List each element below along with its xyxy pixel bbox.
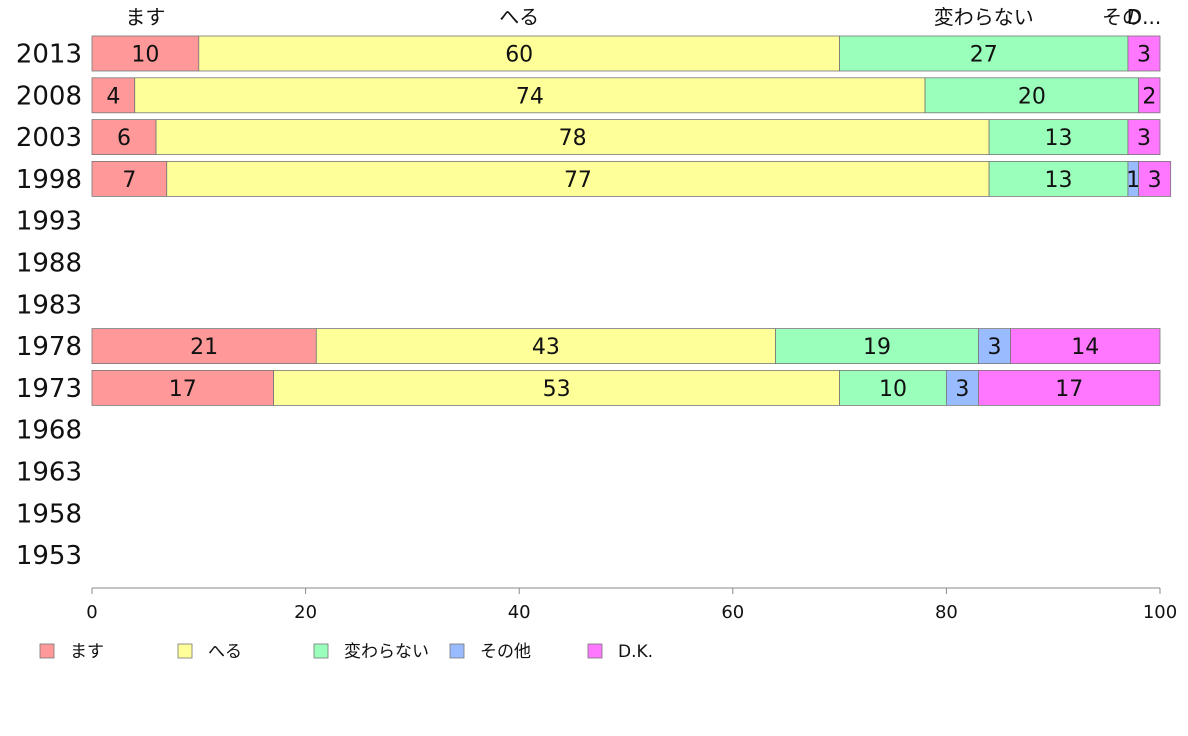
data-label: 4 bbox=[106, 84, 120, 109]
y-category-label: 1983 bbox=[16, 290, 82, 320]
bar-segment bbox=[988, 160, 1129, 197]
bar-segment bbox=[978, 328, 1011, 365]
bar-segment bbox=[91, 119, 157, 155]
x-tick-label: 20 bbox=[294, 602, 317, 623]
data-label: 3 bbox=[955, 377, 969, 402]
data-label: 13 bbox=[1045, 168, 1073, 193]
legend-entry: D.K. bbox=[618, 642, 653, 662]
bar-segment bbox=[198, 35, 840, 72]
top-series-label: その bbox=[1102, 5, 1142, 29]
y-category-label: 2003 bbox=[16, 123, 82, 153]
bar-segment bbox=[924, 77, 1140, 114]
bar-segment bbox=[273, 369, 840, 406]
bar-segment bbox=[1138, 77, 1161, 114]
y-category-label: 1993 bbox=[16, 207, 82, 237]
data-label: 10 bbox=[131, 43, 159, 68]
bar-segment bbox=[91, 77, 136, 114]
data-label: 19 bbox=[863, 335, 891, 360]
legend-swatch bbox=[177, 643, 193, 659]
x-tick-label: 40 bbox=[508, 602, 531, 623]
legend-swatch bbox=[313, 643, 329, 659]
top-series-label: ます bbox=[125, 5, 165, 29]
y-category-label: 1988 bbox=[16, 249, 82, 279]
bar-segment bbox=[839, 369, 947, 406]
data-label: 43 bbox=[532, 335, 560, 360]
data-label: 3 bbox=[1137, 43, 1151, 68]
bar-segment bbox=[315, 328, 776, 365]
data-label: 20 bbox=[1018, 84, 1046, 109]
bar-segment bbox=[978, 369, 1161, 406]
top-series-label: 変わらない bbox=[934, 5, 1034, 29]
legend-entry: ます bbox=[70, 642, 104, 662]
y-category-label: 1978 bbox=[16, 332, 82, 362]
legend-swatch bbox=[39, 643, 55, 659]
bar-segment bbox=[988, 119, 1129, 155]
data-label: 74 bbox=[516, 84, 544, 109]
bar-segment bbox=[839, 35, 1129, 72]
bar-segment bbox=[166, 160, 990, 197]
data-label: 3 bbox=[1148, 168, 1162, 193]
bar-segment bbox=[775, 328, 979, 365]
data-label: 14 bbox=[1071, 335, 1099, 360]
y-category-label: 1958 bbox=[16, 499, 82, 529]
bar-segment bbox=[1127, 35, 1161, 72]
data-label: 6 bbox=[117, 126, 131, 151]
y-category-label: 2013 bbox=[16, 40, 82, 70]
bar-segment bbox=[91, 328, 317, 365]
x-tick-label: 0 bbox=[86, 602, 97, 623]
legend-swatch bbox=[587, 643, 603, 659]
data-label: 1 bbox=[1126, 168, 1140, 193]
bar-segment bbox=[1127, 119, 1161, 155]
data-label: 27 bbox=[970, 43, 998, 68]
data-label: 21 bbox=[190, 335, 218, 360]
bar-segment bbox=[1138, 160, 1172, 197]
legend-entry: 変わらない bbox=[344, 642, 429, 662]
x-tick-label: 100 bbox=[1143, 602, 1177, 623]
bar-segment bbox=[1010, 328, 1161, 365]
data-label: 10 bbox=[879, 377, 907, 402]
y-category-label: 2008 bbox=[16, 81, 82, 111]
bar-segment bbox=[946, 369, 979, 406]
y-category-label: 1998 bbox=[16, 165, 82, 195]
bar-segment bbox=[155, 119, 990, 155]
bar-segment bbox=[91, 35, 200, 72]
top-series-label: へる bbox=[499, 5, 539, 29]
data-label: 3 bbox=[987, 335, 1001, 360]
bar-segment bbox=[91, 160, 168, 197]
y-category-label: 1973 bbox=[16, 374, 82, 404]
data-label: 53 bbox=[543, 377, 571, 402]
data-label: 13 bbox=[1045, 126, 1073, 151]
data-label: 60 bbox=[505, 43, 533, 68]
data-label: 3 bbox=[1137, 126, 1151, 151]
data-label: 7 bbox=[122, 168, 136, 193]
x-tick-label: 60 bbox=[721, 602, 744, 623]
top-series-label: D... bbox=[1127, 5, 1161, 29]
y-category-label: 1953 bbox=[16, 541, 82, 571]
data-label: 17 bbox=[169, 377, 197, 402]
y-category-label: 1968 bbox=[16, 416, 82, 446]
legend-entry: へる bbox=[208, 642, 242, 662]
x-tick-label: 80 bbox=[935, 602, 958, 623]
data-label: 2 bbox=[1142, 84, 1156, 109]
y-category-label: 1963 bbox=[16, 458, 82, 488]
data-label: 77 bbox=[564, 168, 592, 193]
legend-swatch bbox=[449, 643, 465, 659]
data-label: 17 bbox=[1055, 377, 1083, 402]
legend-entry: その他 bbox=[480, 642, 531, 662]
bar-segment bbox=[134, 77, 926, 114]
data-label: 78 bbox=[559, 126, 587, 151]
